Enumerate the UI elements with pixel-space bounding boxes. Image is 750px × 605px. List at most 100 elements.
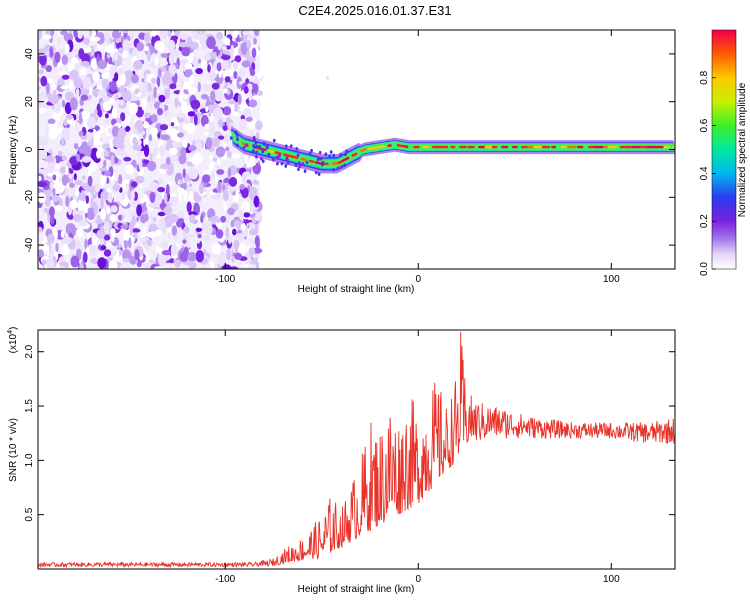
trace-speck	[273, 139, 276, 143]
noise-blob	[216, 218, 221, 223]
trace-core	[302, 159, 305, 160]
noise-blob	[222, 46, 227, 51]
noise-blob	[326, 76, 329, 80]
noise-blob	[198, 82, 201, 92]
colorbar-tick-label: 0.2	[699, 214, 710, 228]
y-axis-label-top: Frequency (Hz)	[8, 116, 19, 185]
colorbar-tick-label: 0.4	[699, 166, 710, 180]
noise-blob	[190, 42, 199, 50]
noise-blob	[144, 112, 151, 118]
noise-blob	[186, 181, 190, 187]
noise-blob	[102, 73, 106, 78]
noise-blob	[169, 53, 174, 65]
noise-blob	[103, 160, 106, 168]
noise-blob	[131, 74, 139, 83]
trace-speck	[321, 163, 324, 167]
noise-blob	[234, 220, 241, 227]
noise-blob	[104, 235, 110, 241]
noise-blob	[88, 176, 93, 187]
noise-blob	[116, 249, 119, 262]
noise-blob	[216, 32, 223, 40]
noise-blob	[171, 243, 178, 256]
noise-blob	[137, 150, 144, 156]
snr-series-line	[38, 332, 674, 567]
trace-speck	[267, 153, 270, 157]
noise-blob	[54, 205, 62, 211]
noise-blob	[74, 173, 77, 180]
noise-blob	[62, 55, 68, 65]
noise-blob	[137, 123, 143, 134]
x-tick-label-top: -100	[215, 274, 235, 285]
noise-blob	[186, 123, 195, 134]
noise-blob	[75, 180, 83, 185]
x-tick-label-top: 0	[415, 274, 421, 285]
noise-blob	[249, 100, 258, 108]
trace-core	[310, 161, 313, 162]
noise-blob	[169, 83, 176, 89]
noise-blob	[153, 87, 156, 99]
noise-blob	[70, 97, 78, 110]
noise-blob	[75, 189, 79, 197]
noise-blob	[49, 46, 53, 58]
noise-blob	[183, 94, 188, 100]
noise-blob	[38, 91, 47, 100]
noise-blob	[50, 30, 54, 36]
noise-blob	[114, 72, 118, 81]
noise-blob	[204, 132, 209, 136]
noise-blob	[118, 215, 122, 221]
noise-blob	[91, 188, 95, 196]
noise-blob	[81, 95, 88, 101]
noise-blob	[125, 164, 134, 173]
noise-blob	[123, 230, 130, 241]
noise-blob	[76, 153, 80, 162]
noise-blob	[119, 99, 125, 105]
y-tick-label-top: 0	[24, 146, 35, 152]
noise-blob	[202, 174, 210, 183]
colorbar-label: Normalized spectral amplitude	[737, 82, 748, 217]
noise-blob	[231, 257, 234, 262]
x-axis-label-bottom: Height of straight line (km)	[298, 584, 415, 595]
noise-blob	[105, 170, 111, 176]
noise-blob	[240, 37, 243, 42]
trace-speck	[304, 169, 307, 173]
trace-speck	[319, 151, 322, 155]
noise-blob	[97, 229, 106, 238]
trace-speck	[297, 153, 300, 157]
noise-blob	[170, 163, 174, 175]
noise-blob	[242, 60, 251, 67]
noise-blob	[37, 181, 47, 187]
trace-core	[284, 155, 291, 157]
noise-blob	[140, 198, 145, 204]
noise-blob	[207, 64, 211, 72]
trace-speck	[344, 153, 347, 157]
noise-blob	[69, 183, 75, 188]
trace-speck	[234, 131, 237, 135]
noise-blob	[49, 206, 55, 217]
noise-blob	[232, 229, 237, 236]
noise-blob	[62, 75, 70, 80]
noise-blob	[115, 95, 119, 102]
noise-blob	[73, 214, 83, 222]
noise-blob	[228, 100, 235, 104]
trace-speck	[261, 150, 264, 154]
noise-blob	[246, 50, 250, 61]
y-tick-label-top: 40	[24, 48, 35, 60]
noise-blob	[199, 183, 204, 194]
noise-blob	[236, 233, 243, 241]
noise-blob	[45, 155, 54, 163]
noise-blob	[149, 192, 155, 203]
noise-blob	[180, 147, 186, 158]
noise-blob	[97, 257, 106, 268]
trace-core	[291, 156, 297, 157]
noise-blob	[146, 239, 153, 245]
noise-blob	[112, 30, 120, 39]
noise-blob	[151, 78, 156, 84]
noise-blob	[91, 119, 96, 128]
noise-blob	[182, 139, 188, 148]
y-tick-label-bottom: 1.5	[24, 399, 35, 413]
noise-blob	[99, 167, 107, 171]
noise-blob	[210, 161, 215, 167]
noise-blob	[110, 81, 117, 92]
